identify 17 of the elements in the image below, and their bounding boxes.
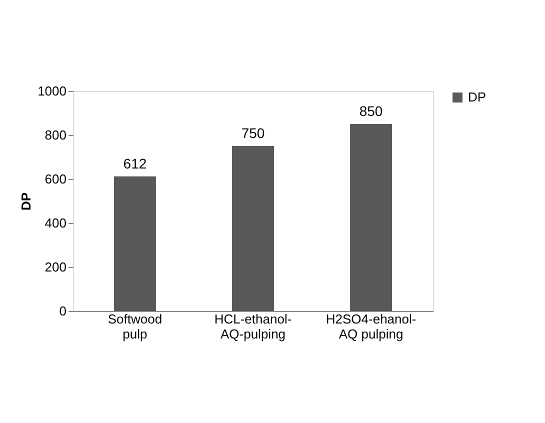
y-tick-label: 200 [44,260,66,274]
y-tick-label: 600 [44,172,66,186]
y-tick-label: 0 [59,304,66,318]
data-label: 750 [241,125,265,141]
bar [232,146,274,311]
y-tick-label: 1000 [38,84,66,98]
bar [350,124,392,311]
x-tick-label: Softwood pulp [108,312,162,342]
y-axis-title: DP [18,192,34,211]
legend-label: DP [468,90,486,104]
data-label: 612 [123,155,147,172]
data-label: 850 [359,103,383,119]
x-tick-label: HCL-ethanol-AQ-pulping [214,312,292,342]
x-tick-label: H2SO4-ehanol-AQ pulping [326,312,416,342]
y-tick-label: 400 [44,216,66,230]
y-tick-label: 800 [44,128,66,142]
bar [114,176,156,311]
